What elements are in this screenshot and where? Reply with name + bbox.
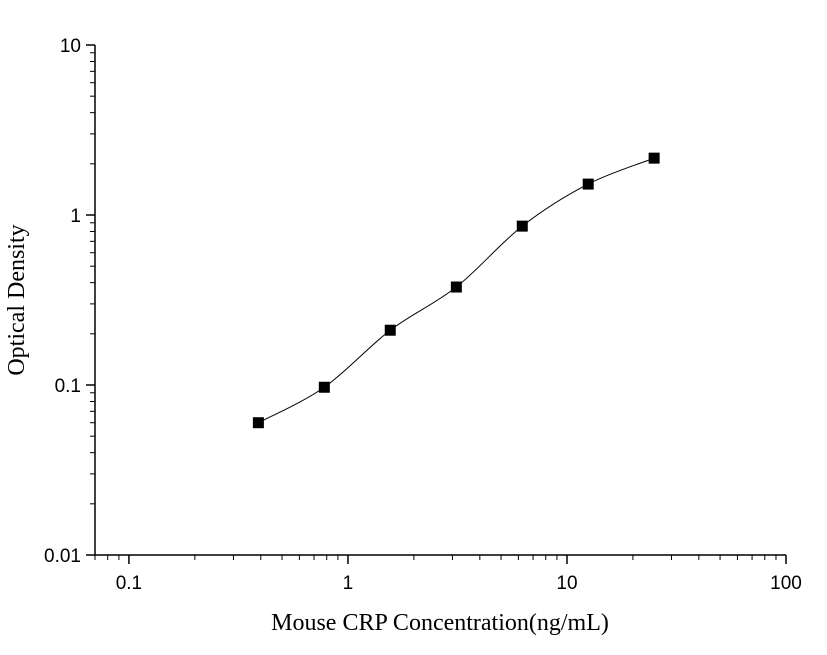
point xyxy=(318,381,330,393)
point xyxy=(582,178,594,190)
y-tick-label: 0.1 xyxy=(55,376,81,397)
y-axis-title: Optical Density xyxy=(4,224,30,375)
point xyxy=(516,220,528,232)
y-tick-label: 0.01 xyxy=(44,546,81,567)
point xyxy=(252,417,264,429)
x-tick-label: 10 xyxy=(556,573,577,594)
point xyxy=(384,324,396,336)
x-axis-title: Mouse CRP Concentration(ng/mL) xyxy=(271,610,609,636)
y-tick-label: 10 xyxy=(60,36,81,57)
x-tick-label: 0.1 xyxy=(116,573,142,594)
x-tick-label: 1 xyxy=(343,573,354,594)
point xyxy=(450,281,462,293)
x-tick-label: 100 xyxy=(770,573,802,594)
point xyxy=(648,152,660,164)
y-tick-label: 1 xyxy=(70,206,81,227)
